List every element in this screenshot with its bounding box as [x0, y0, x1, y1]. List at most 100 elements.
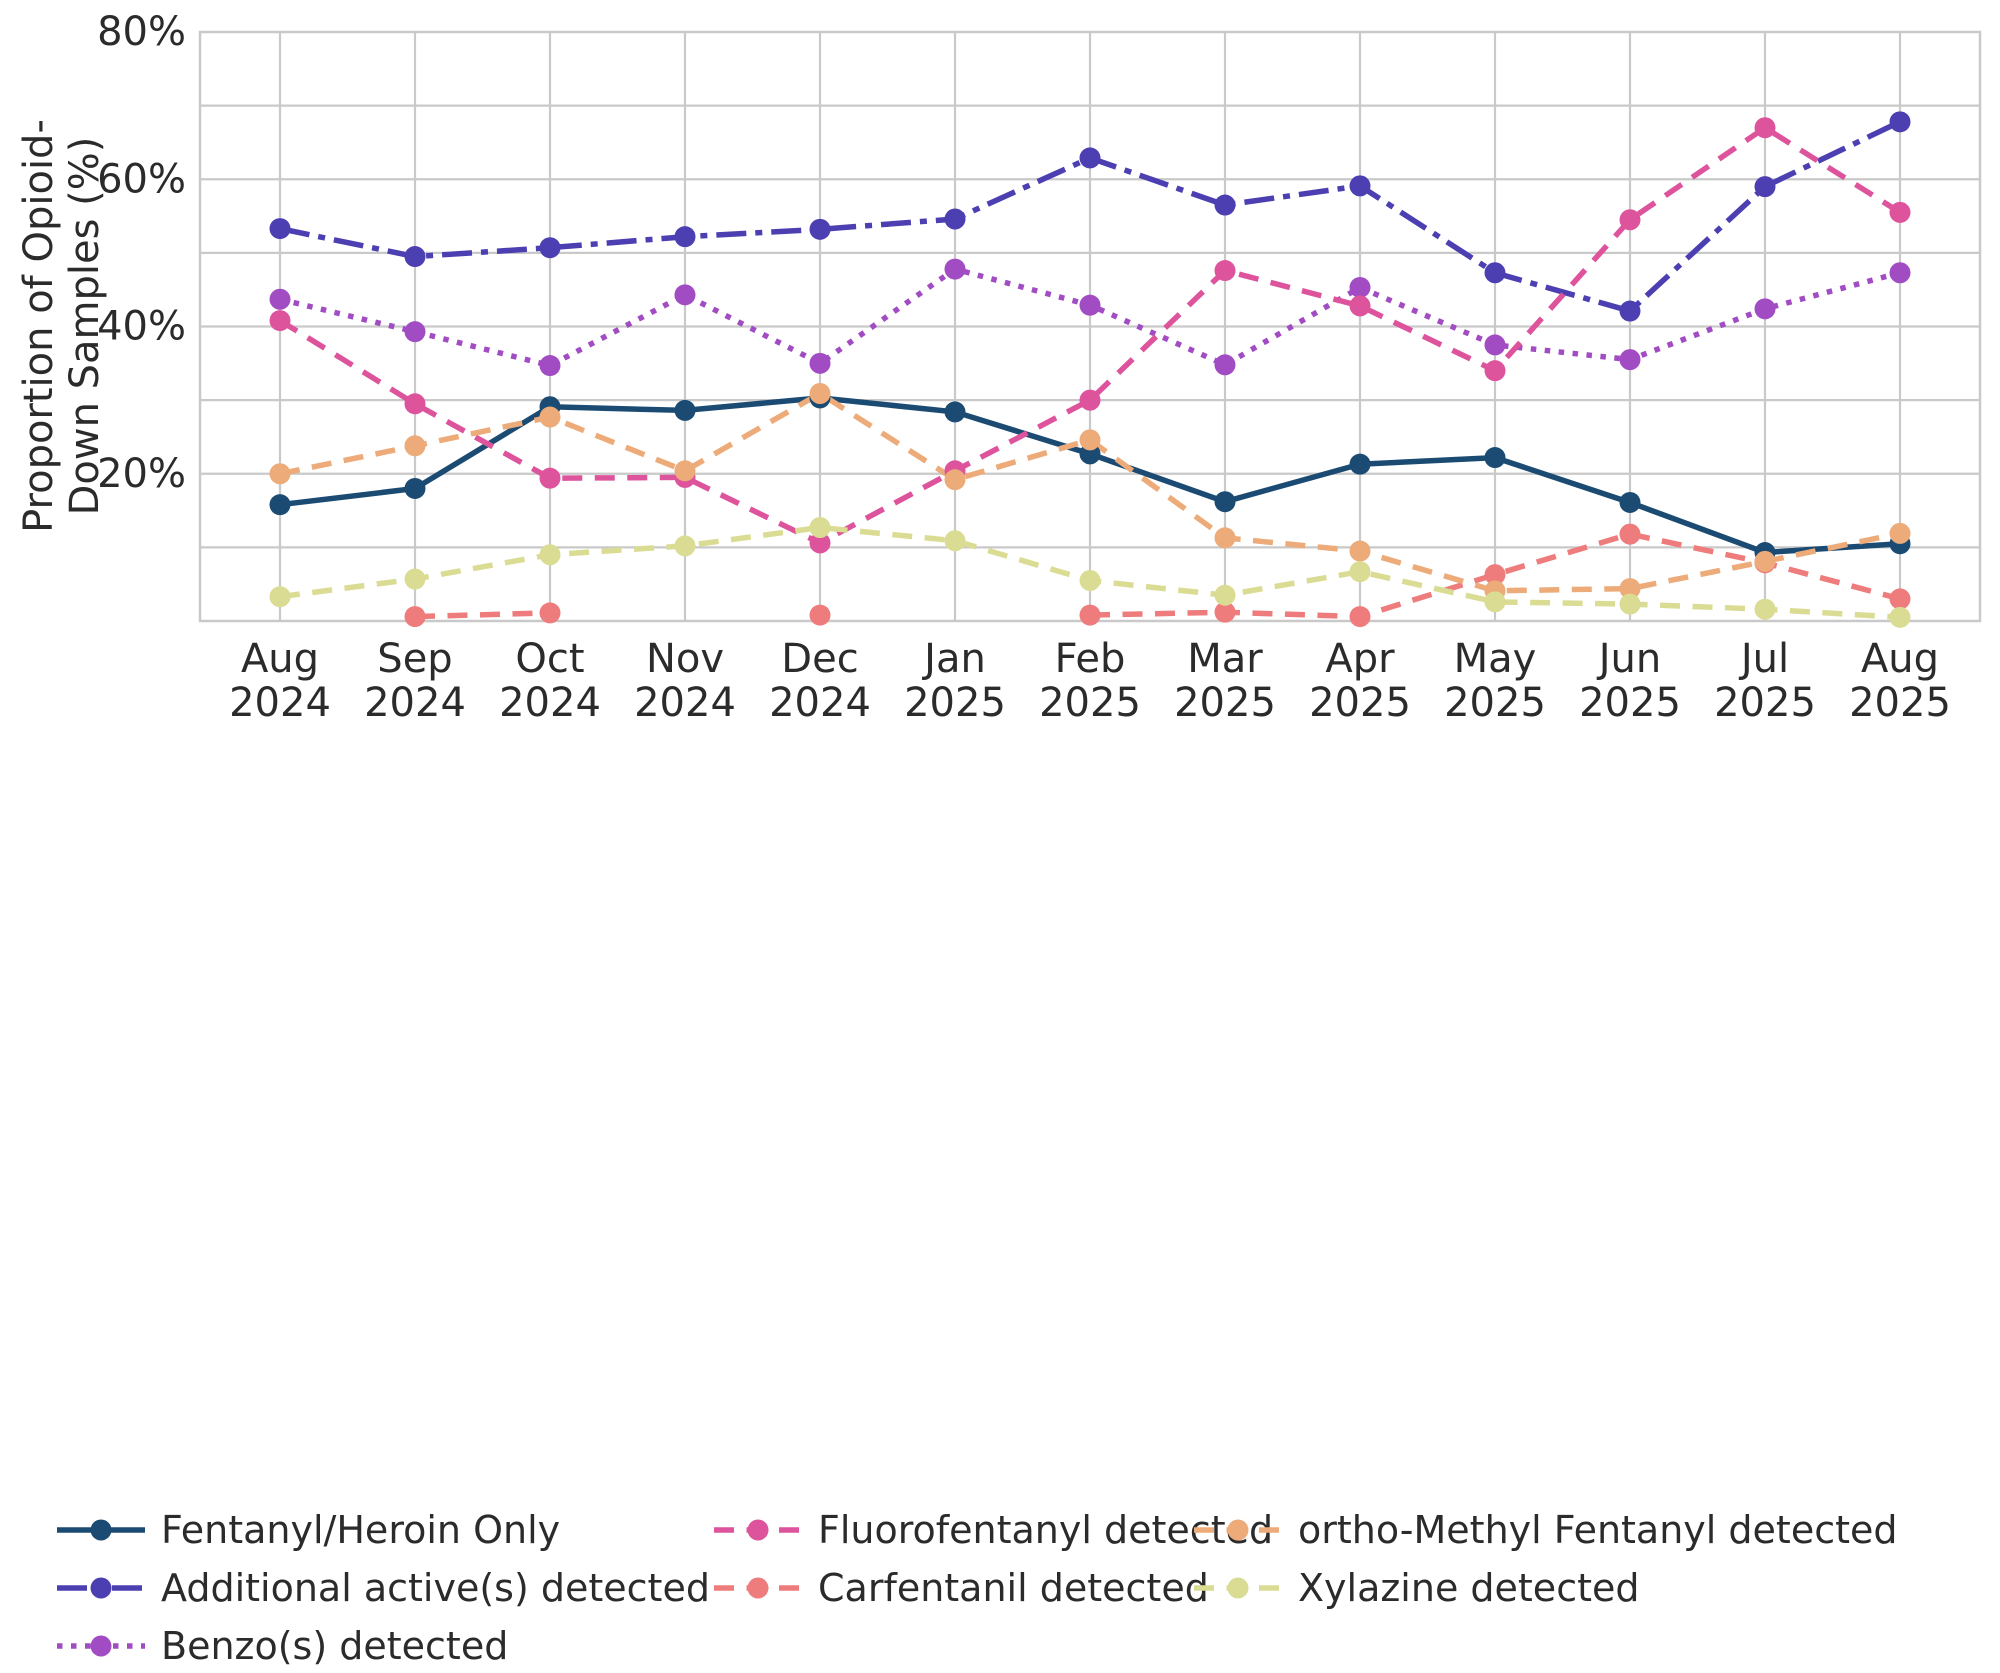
y-axis-tick-labels: 20% 40% 60% 80%: [97, 9, 186, 497]
x-tick-label-month: Mar: [1187, 636, 1263, 682]
data-point-marker: [1619, 300, 1641, 322]
data-point-marker: [1619, 593, 1641, 615]
data-point-marker: [1889, 588, 1911, 610]
data-point-marker: [1889, 522, 1911, 544]
legend-item-ortho-methyl-fentanyl: ortho-Methyl Fentanyl detected: [1192, 1503, 1898, 1557]
data-point-marker: [1079, 294, 1101, 316]
legend-marker: [747, 1519, 769, 1541]
x-tick-label-year: 2025: [1714, 680, 1816, 726]
x-tick-label-year: 2025: [904, 680, 1006, 726]
x-tick-label-year: 2024: [364, 680, 466, 726]
data-point-marker: [1754, 598, 1776, 620]
legend-swatch-line-icon: [57, 1577, 145, 1599]
data-point-marker: [674, 399, 696, 421]
data-point-marker: [404, 321, 426, 343]
x-tick-label-month: Apr: [1325, 636, 1395, 682]
data-point-marker: [1214, 527, 1236, 549]
legend-label: ortho-Methyl Fentanyl detected: [1298, 1508, 1898, 1552]
x-tick-label-month: Dec: [781, 636, 858, 682]
data-point-marker: [1079, 389, 1101, 411]
markers-ortho-methyl-fentanyl-detected: [269, 382, 1911, 602]
data-point-marker: [809, 532, 831, 554]
data-point-marker: [1484, 591, 1506, 613]
data-point-marker: [944, 469, 966, 491]
plot-svg: 20%40%60%80% Aug2024Sep2024Oct2024Nov202…: [16, 9, 1982, 726]
x-tick-label-month: Sep: [377, 636, 452, 682]
data-point-marker: [1349, 540, 1371, 562]
data-point-marker: [1214, 194, 1236, 216]
data-point-marker: [674, 535, 696, 557]
data-point-marker: [404, 606, 426, 628]
x-tick-label-year: 2025: [1174, 680, 1276, 726]
x-tick-label-month: Jul: [1738, 636, 1789, 682]
data-point-marker: [1214, 491, 1236, 513]
data-point-marker: [944, 530, 966, 552]
data-point-marker: [1889, 262, 1911, 284]
gridlines: [198, 30, 1982, 623]
legend-label: Fentanyl/Heroin Only: [161, 1508, 561, 1552]
data-point-marker: [1214, 260, 1236, 282]
legend-item-benzos: Benzo(s) detected: [55, 1619, 508, 1673]
data-point-marker: [1214, 601, 1236, 623]
data-point-marker: [1484, 262, 1506, 284]
legend-label: Carfentanil detected: [818, 1566, 1209, 1610]
legend-item-fluorofentanyl: Fluorofentanyl detected: [712, 1503, 1273, 1557]
x-tick-label-year: 2024: [229, 680, 331, 726]
legend-marker: [747, 1577, 769, 1599]
x-tick-label-year: 2025: [1039, 680, 1141, 726]
x-tick-label-month: Aug: [1861, 636, 1939, 682]
data-point-marker: [1619, 209, 1641, 231]
data-point-marker: [269, 494, 291, 516]
data-point-marker: [1484, 447, 1506, 469]
y-tick-label: 60%: [97, 156, 186, 202]
data-point-marker: [539, 602, 561, 624]
data-point-marker: [1349, 561, 1371, 583]
data-point-marker: [539, 237, 561, 259]
x-tick-label-month: Jun: [1596, 636, 1662, 682]
x-tick-label-month: Aug: [241, 636, 319, 682]
data-point-marker: [1754, 117, 1776, 139]
data-point-marker: [1079, 147, 1101, 169]
data-point-marker: [1349, 453, 1371, 475]
data-point-markers: [269, 111, 1911, 628]
data-point-marker: [1214, 584, 1236, 606]
data-point-marker: [539, 467, 561, 489]
legend-swatch-line-icon: [57, 1635, 145, 1657]
y-tick-label: 20%: [97, 451, 186, 497]
data-point-marker: [539, 406, 561, 428]
data-point-marker: [809, 604, 831, 626]
markers-additional-active-s-detected: [269, 111, 1911, 322]
line-chart: 20% 40% 60% 80% Aug 2024 Sep 2024 Oct 2024 Nov 202…: [0, 0, 2000, 740]
markers-fluorofentanyl-detected: [269, 117, 1911, 554]
data-point-marker: [1079, 604, 1101, 626]
legend-item-carfentanil: Carfentanil detected: [712, 1561, 1209, 1615]
data-point-marker: [1619, 523, 1641, 545]
x-axis-tick-labels: Aug2024Sep2024Oct2024Nov2024Dec2024Jan20…: [229, 636, 1951, 726]
markers-xylazine-detected: [269, 516, 1911, 628]
y-tick-label: 40%: [97, 304, 186, 350]
x-tick-label-year: 2025: [1849, 680, 1951, 726]
legend-swatch-line-icon: [714, 1519, 802, 1541]
data-point-marker: [269, 310, 291, 332]
data-point-marker: [539, 355, 561, 377]
x-tick-label-year: 2024: [769, 680, 871, 726]
y-axis-title-line2: Down Samples (%): [62, 137, 108, 516]
legend-item-additional-actives: Additional active(s) detected: [55, 1561, 710, 1615]
data-point-marker: [1349, 175, 1371, 197]
data-point-marker: [1619, 349, 1641, 371]
legend-marker: [90, 1519, 112, 1541]
x-tick-label-month: Jan: [921, 636, 986, 682]
y-tick-label: 80%: [97, 9, 186, 55]
x-tick-label-month: May: [1454, 636, 1537, 682]
data-point-marker: [1889, 606, 1911, 628]
data-point-marker: [269, 586, 291, 608]
data-point-marker: [809, 352, 831, 374]
data-point-marker: [269, 463, 291, 485]
data-point-marker: [809, 516, 831, 538]
legend-item-xylazine: Xylazine detected: [1192, 1561, 1639, 1615]
y-axis-title-line1: Proportion of Opioid-: [16, 119, 62, 533]
x-tick-label-year: 2025: [1444, 680, 1546, 726]
x-tick-label-year: 2024: [499, 680, 601, 726]
legend: Fentanyl/Heroin Only Additional active(s…: [0, 740, 2000, 1665]
data-point-marker: [1484, 360, 1506, 382]
